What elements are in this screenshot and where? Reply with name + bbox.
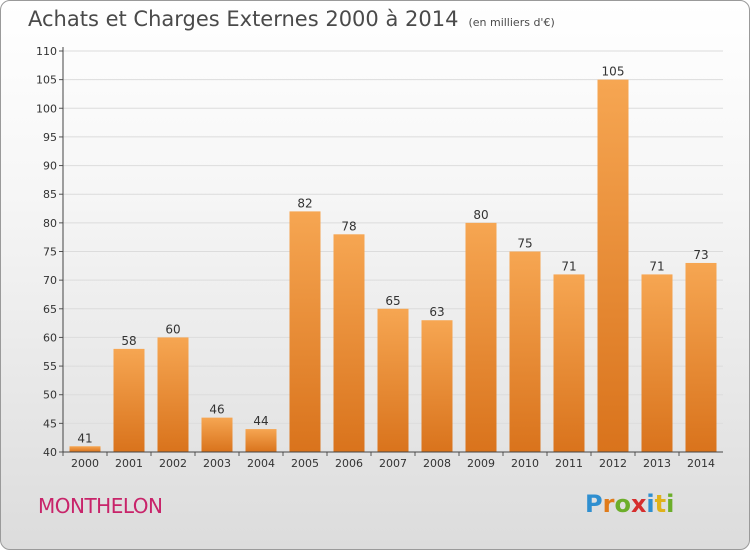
chart-unit: (en milliers d'€) [468,16,555,29]
y-tick-label: 80 [43,217,57,230]
bar-chart: 40 45 50 55 60 65 70 75 80 85 90 95 100 105 110 41 58 60… [36,45,723,470]
y-tick-label: 100 [36,102,57,115]
x-tick-label: 2009 [467,457,495,470]
data-labels: 41 58 60 46 44 82 78 65 63 80 75 71 105 71 73 [77,65,708,446]
data-label: 78 [341,219,356,233]
x-tick-label: 2013 [643,457,671,470]
x-tick-label: 2001 [115,457,143,470]
bar-2013 [641,274,673,452]
y-tick-label: 90 [43,160,57,173]
data-label: 71 [561,259,576,273]
y-tick-label: 105 [36,74,57,87]
data-label: 75 [517,237,532,251]
x-tick-label: 2007 [379,457,407,470]
logo-letter: t [654,490,667,518]
y-tick-label: 55 [43,360,57,373]
logo-letter: x [630,490,647,518]
data-label: 60 [165,322,180,336]
bar-2008 [421,320,453,452]
axes [62,47,723,453]
bars [69,79,717,453]
x-tick-label: 2004 [247,457,275,470]
chart-title: Achats et Charges Externes 2000 à 2014 [28,7,459,31]
bar-2004 [245,429,277,452]
bar-2001 [113,348,145,452]
y-tick-label: 110 [36,45,57,58]
y-tick-label: 75 [43,246,57,259]
logo-letter: P [585,490,603,518]
bar-2002 [157,337,189,452]
bar-2012 [597,79,629,453]
logo-letter: r [602,490,615,518]
x-tick-label: 2012 [599,457,627,470]
data-label: 82 [297,196,312,210]
data-label: 41 [77,431,92,445]
logo-letter: o [614,490,631,518]
x-tick-label: 2002 [159,457,187,470]
data-label: 46 [209,403,224,417]
bar-2006 [333,234,365,452]
x-tick-label: 2003 [203,457,231,470]
data-label: 80 [473,208,488,222]
x-tick-label: 2010 [511,457,539,470]
y-tick-label: 45 [43,417,57,430]
data-label: 71 [649,259,664,273]
logo-letter: i [666,490,675,518]
x-tick-label: 2008 [423,457,451,470]
bar-2014 [685,262,717,452]
logo-letter: i [646,490,655,518]
x-tick-label: 2011 [555,457,583,470]
data-label: 105 [602,65,625,79]
y-tick-label: 95 [43,131,57,144]
y-tick-label: 85 [43,188,57,201]
x-tick-label: 2000 [71,457,99,470]
bar-2003 [201,417,233,452]
y-tick-label: 40 [43,446,57,459]
data-label: 58 [121,334,136,348]
x-tick-label: 2006 [335,457,363,470]
proxiti-logo: Proxiti [585,490,674,518]
bar-2010 [509,251,541,452]
y-tick-label: 50 [43,389,57,402]
bar-2007 [377,308,409,452]
y-tick-label: 70 [43,274,57,287]
x-tick-label: 2005 [291,457,319,470]
y-axis-ticks: 40 45 50 55 60 65 70 75 80 85 90 95 100 105 110 [36,45,63,459]
bar-2000 [69,446,101,452]
data-label: 63 [429,305,444,319]
x-tick-label: 2014 [687,457,715,470]
data-label: 44 [253,414,268,428]
y-tick-label: 65 [43,303,57,316]
bar-2009 [465,222,497,452]
data-label: 65 [385,294,400,308]
x-axis-ticks: 2000 2001 2002 2003 2004 2005 2006 2007 2008 2009… [62,452,715,470]
data-label: 73 [693,248,708,262]
city-name: MONTHELON [38,494,163,518]
bar-2011 [553,274,585,452]
chart-title-block: Achats et Charges Externes 2000 à 2014 (e… [28,7,555,31]
bar-2005 [289,211,321,452]
y-tick-label: 60 [43,331,57,344]
